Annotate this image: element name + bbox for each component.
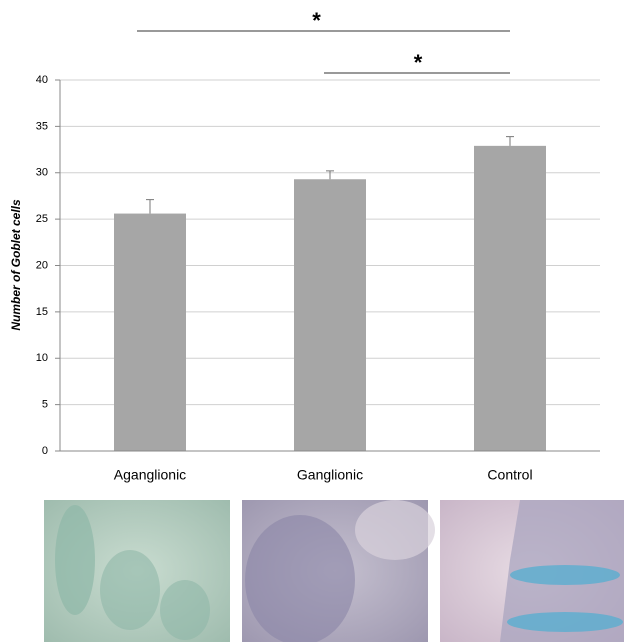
y-tick-label: 5: [42, 399, 48, 411]
bar: [474, 146, 546, 451]
error-bar: [146, 200, 154, 214]
y-tick-label: 20: [36, 259, 48, 271]
y-tick-label: 40: [36, 74, 48, 86]
y-tick-label: 0: [42, 445, 48, 457]
bar: [114, 214, 186, 451]
y-tick-label: 15: [36, 306, 48, 318]
x-tick-label: Aganglionic: [114, 467, 186, 483]
x-tick-label: Ganglionic: [297, 467, 363, 483]
bar: [294, 179, 366, 451]
y-axis-label: Number of Goblet cells: [9, 199, 23, 331]
y-tick-label: 10: [36, 352, 48, 364]
significance-star: *: [414, 50, 423, 75]
figure: Number of Goblet cells 0 5 10 15 20 25 30 35 40 A…: [0, 0, 624, 642]
x-tick-label: Control: [487, 467, 532, 483]
error-bar: [326, 171, 334, 179]
error-bar: [506, 137, 514, 146]
y-tick-label: 30: [36, 167, 48, 179]
significance-star: *: [312, 8, 321, 33]
y-tick-label: 35: [36, 120, 48, 132]
histology-panels: [44, 500, 624, 642]
y-tick-label: 25: [36, 213, 48, 225]
